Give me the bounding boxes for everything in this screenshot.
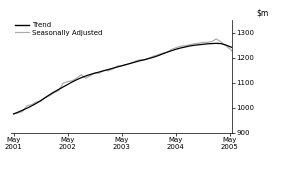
Legend: Trend, Seasonally Adjusted: Trend, Seasonally Adjusted (15, 22, 103, 36)
Y-axis label: $m: $m (257, 8, 269, 17)
